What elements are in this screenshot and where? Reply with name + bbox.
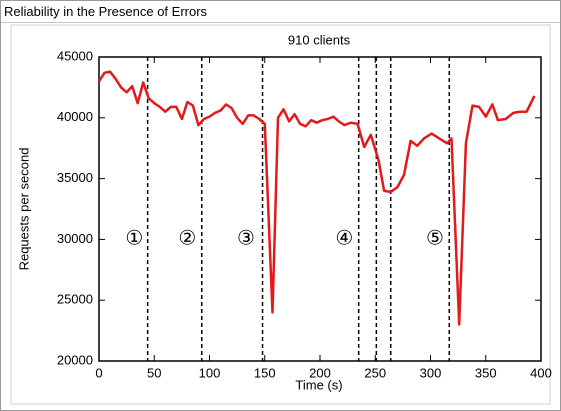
x-tick-label: 50 xyxy=(147,365,161,380)
chart-title: 910 clients xyxy=(288,32,351,47)
data-line xyxy=(97,70,536,326)
x-tick-label: 150 xyxy=(254,365,276,380)
x-tick-label: 300 xyxy=(420,365,442,380)
x-tick-label: 250 xyxy=(364,365,386,380)
phase-label: ③ xyxy=(237,228,255,250)
phase-label: ④ xyxy=(335,228,353,250)
y-tick-label: 25000 xyxy=(57,292,93,307)
y-tick-label: 40000 xyxy=(57,109,93,124)
window-title: Reliability in the Presence of Errors xyxy=(1,1,560,23)
x-tick-label: 200 xyxy=(309,365,331,380)
x-tick-label: 0 xyxy=(95,365,102,380)
phase-label: ② xyxy=(178,228,196,250)
phase-label: ① xyxy=(125,228,143,250)
x-tick-label: 350 xyxy=(475,365,497,380)
x-tick-label: 100 xyxy=(199,365,221,380)
y-tick-label: 20000 xyxy=(57,352,93,367)
phase-label: ⑤ xyxy=(426,228,444,250)
y-axis-label: Requests per second xyxy=(16,148,31,271)
chart-panel xyxy=(10,24,551,405)
x-axis-label: Time (s) xyxy=(295,377,342,392)
y-tick-label: 35000 xyxy=(57,170,93,185)
y-tick-label: 45000 xyxy=(57,48,93,63)
plot-area xyxy=(98,56,542,362)
x-tick-label: 400 xyxy=(530,365,552,380)
y-tick-label: 30000 xyxy=(57,231,93,246)
